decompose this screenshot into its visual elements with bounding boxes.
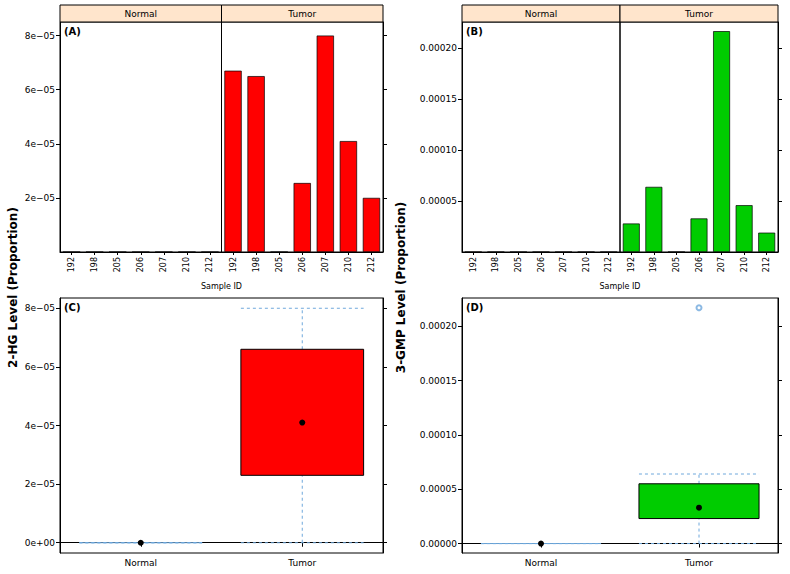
svg-text:207: 207 — [717, 257, 726, 272]
svg-text:205: 205 — [113, 257, 122, 272]
svg-text:207: 207 — [159, 257, 168, 272]
svg-text:0.00015: 0.00015 — [420, 376, 457, 386]
svg-text:212: 212 — [205, 257, 214, 272]
svg-text:6e−05: 6e−05 — [25, 85, 55, 95]
svg-text:212: 212 — [367, 257, 376, 272]
svg-text:210: 210 — [582, 257, 591, 272]
svg-text:3-GMP Level (Proportion): 3-GMP Level (Proportion) — [394, 202, 408, 373]
svg-text:Tumor: Tumor — [684, 558, 713, 568]
svg-text:6e−05: 6e−05 — [25, 362, 55, 372]
svg-text:(D): (D) — [466, 302, 483, 313]
svg-text:2e−05: 2e−05 — [25, 193, 55, 203]
svg-text:212: 212 — [604, 257, 613, 272]
svg-text:192: 192 — [229, 257, 238, 272]
svg-text:8e−05: 8e−05 — [25, 31, 55, 41]
svg-text:0.00010: 0.00010 — [420, 145, 457, 155]
svg-text:210: 210 — [344, 257, 353, 272]
svg-text:206: 206 — [298, 257, 307, 272]
svg-text:2-HG Level (Proportion): 2-HG Level (Proportion) — [6, 207, 20, 368]
svg-text:Sample ID: Sample ID — [599, 282, 640, 291]
svg-text:210: 210 — [740, 257, 749, 272]
svg-text:192: 192 — [469, 257, 478, 272]
svg-text:(A): (A) — [64, 26, 81, 37]
svg-text:0.00020: 0.00020 — [420, 43, 457, 53]
svg-text:206: 206 — [136, 257, 145, 272]
svg-text:205: 205 — [275, 257, 284, 272]
svg-text:206: 206 — [537, 257, 546, 272]
svg-text:206: 206 — [695, 257, 704, 272]
svg-text:Tumor: Tumor — [287, 558, 316, 568]
svg-text:212: 212 — [762, 257, 771, 272]
svg-text:210: 210 — [182, 257, 191, 272]
svg-text:0.00005: 0.00005 — [420, 196, 457, 206]
svg-text:(B): (B) — [466, 26, 483, 37]
svg-text:Sample ID: Sample ID — [201, 282, 242, 291]
svg-text:Normal: Normal — [124, 558, 157, 568]
svg-text:Normal: Normal — [525, 558, 558, 568]
svg-text:Normal: Normal — [525, 9, 558, 19]
svg-text:207: 207 — [321, 257, 330, 272]
svg-text:(C): (C) — [64, 302, 80, 313]
svg-text:198: 198 — [649, 257, 658, 272]
svg-text:198: 198 — [252, 257, 261, 272]
svg-text:0.00010: 0.00010 — [420, 430, 457, 440]
svg-text:0.00005: 0.00005 — [420, 484, 457, 494]
svg-text:4e−05: 4e−05 — [25, 139, 55, 149]
svg-text:205: 205 — [672, 257, 681, 272]
svg-text:207: 207 — [559, 257, 568, 272]
svg-text:0e+00: 0e+00 — [25, 538, 56, 548]
svg-text:192: 192 — [627, 257, 636, 272]
svg-text:0.00000: 0.00000 — [420, 539, 457, 549]
svg-text:205: 205 — [514, 257, 523, 272]
svg-text:0.00020: 0.00020 — [420, 321, 457, 331]
svg-text:8e−05: 8e−05 — [25, 303, 55, 313]
svg-text:4e−05: 4e−05 — [25, 421, 55, 431]
svg-text:192: 192 — [67, 257, 76, 272]
svg-text:Normal: Normal — [124, 9, 157, 19]
svg-text:Tumor: Tumor — [287, 9, 316, 19]
svg-text:0.00015: 0.00015 — [420, 94, 457, 104]
svg-text:198: 198 — [491, 257, 500, 272]
svg-text:198: 198 — [90, 257, 99, 272]
svg-text:2e−05: 2e−05 — [25, 479, 55, 489]
svg-text:Tumor: Tumor — [684, 9, 713, 19]
